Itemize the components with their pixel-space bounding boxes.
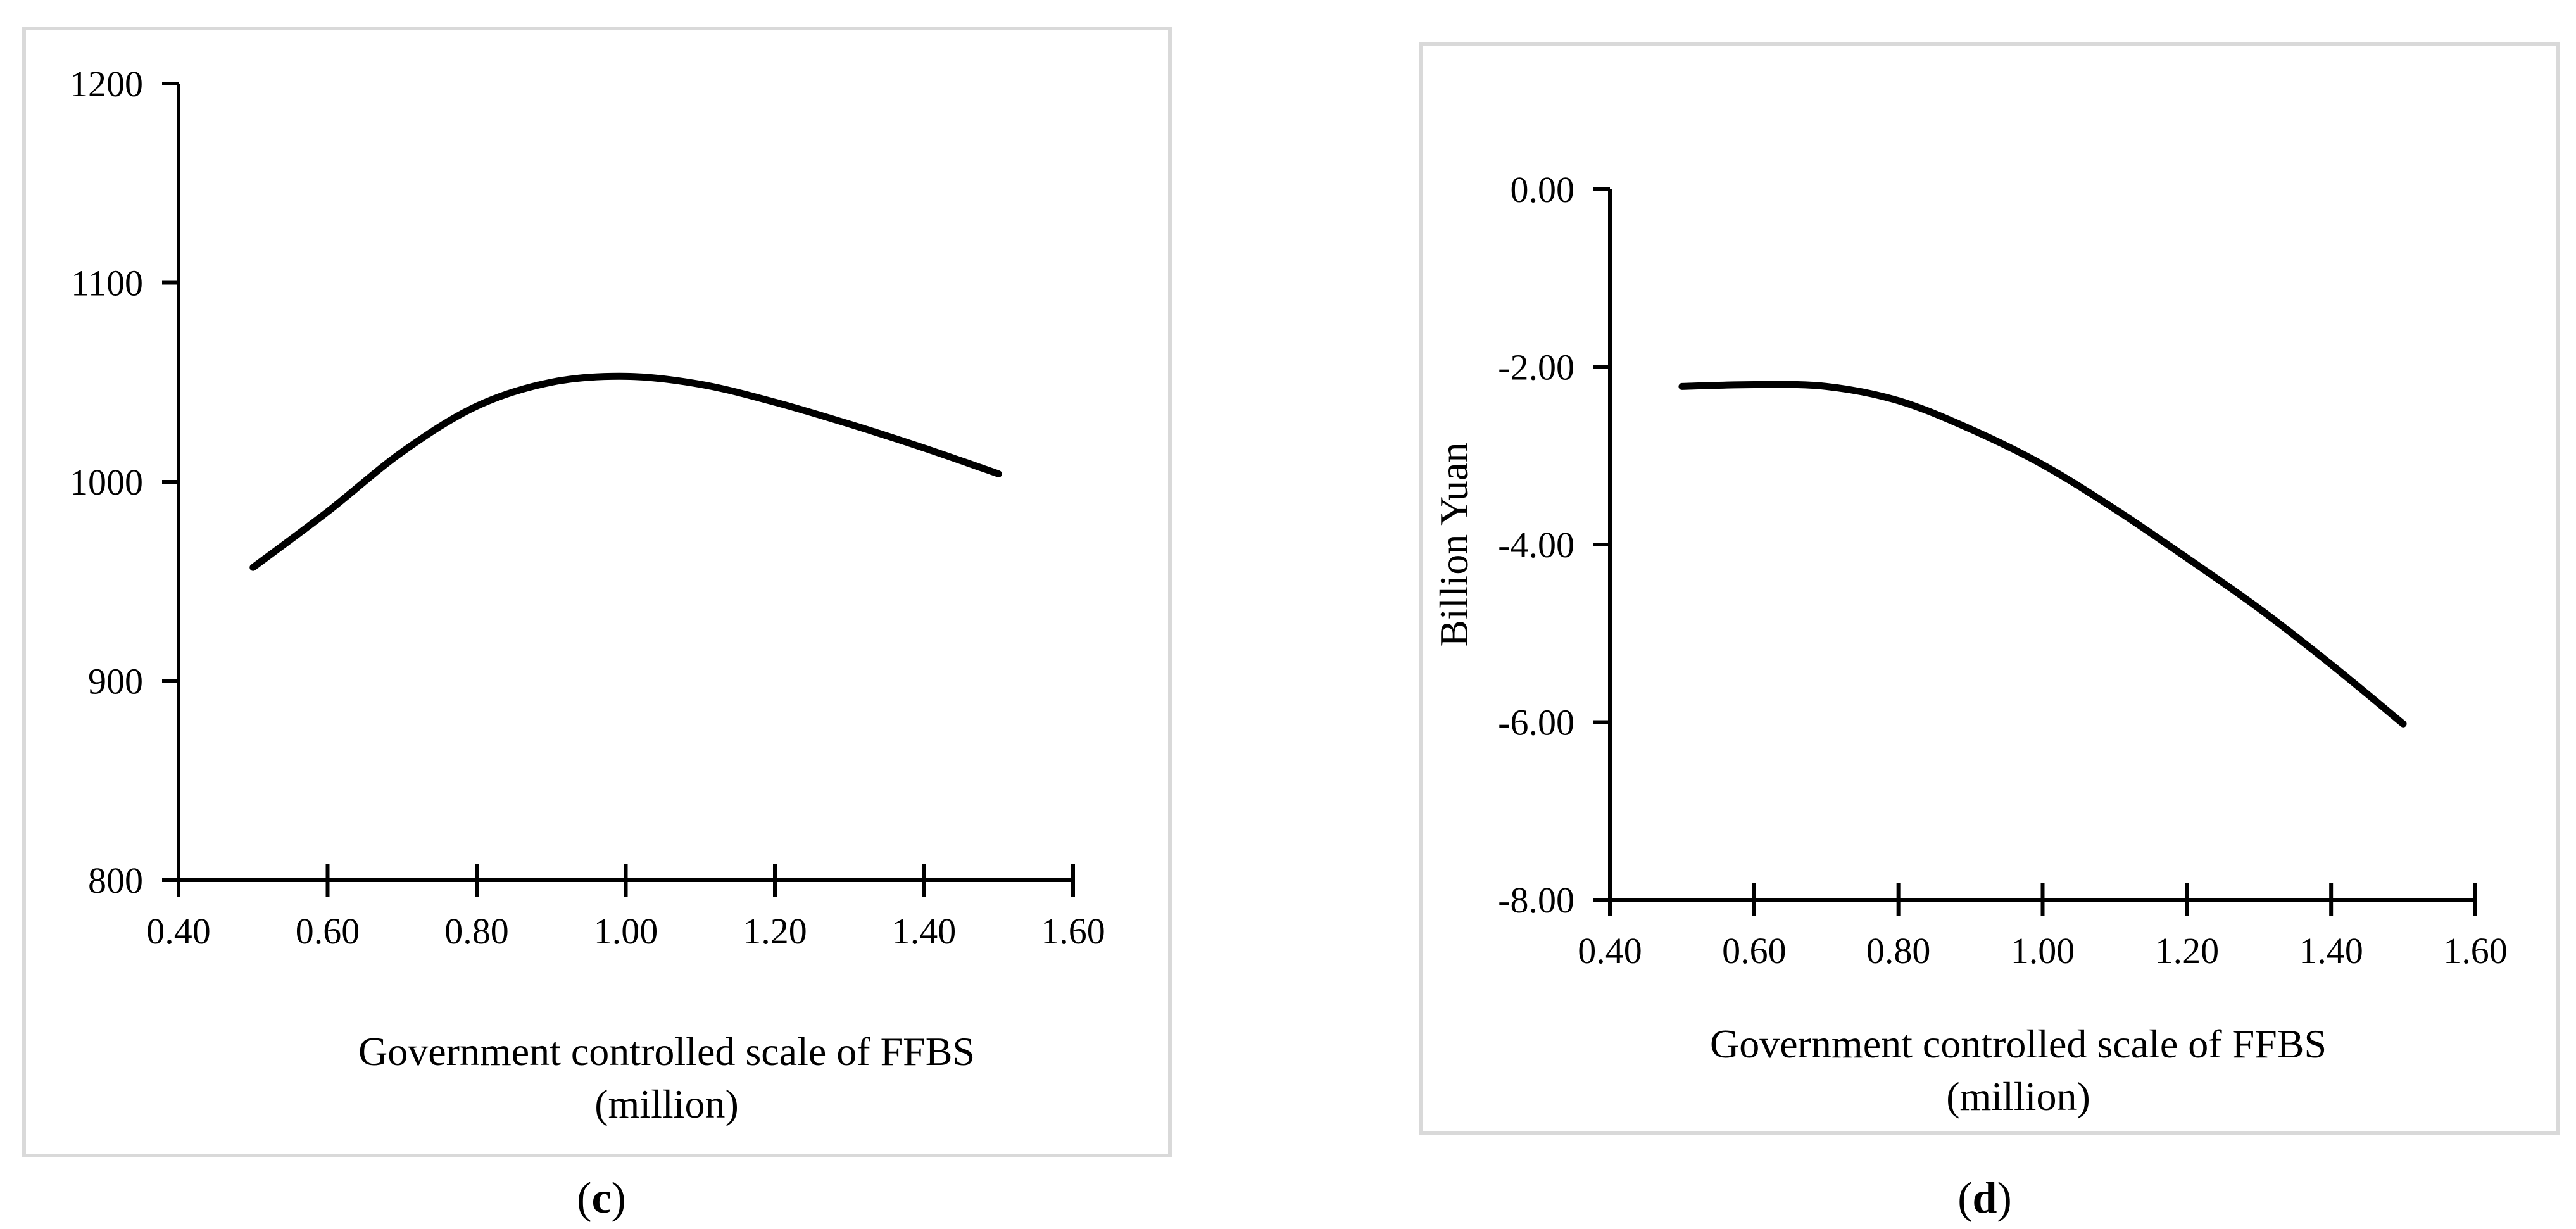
panel-d-axes	[1593, 187, 2477, 916]
panel-d-x-tick-label: 0.60	[1722, 930, 1787, 971]
panel-c-x-axis-title: Government controlled scale of FFBS	[358, 1029, 975, 1074]
panel-c-y-tick-label: 900	[88, 661, 143, 702]
panel-d-frame	[1419, 42, 2560, 1135]
panel-d-y-tick-label: -8.00	[1498, 879, 1574, 921]
panel-d-y-tick-label: -2.00	[1498, 347, 1574, 388]
panel-d-y-tick-label: -6.00	[1498, 702, 1574, 743]
panel-d-x-tick-label: 0.40	[1578, 930, 1642, 971]
panel-c-axes	[162, 82, 1075, 897]
panel-d-y-tick-label: 0.00	[1511, 169, 1575, 210]
panel-c-y-tick-label: 800	[88, 860, 143, 901]
panel-c-caption: (c)	[577, 1174, 626, 1223]
panel-c-frame	[22, 27, 1172, 1157]
panel-d-caption-close: )	[1997, 1174, 2011, 1223]
panel-d-x-axis-title-line2: (million)	[1946, 1074, 2090, 1119]
panel-d-x-axis-title: Government controlled scale of FFBS	[1710, 1021, 2327, 1066]
panel-c-y-tick-label: 1200	[70, 63, 143, 104]
panel-c-caption-letter: c	[591, 1174, 611, 1223]
panel-d-x-tick-label: 1.60	[2443, 930, 2508, 971]
panel-c-x-tick-label: 0.60	[296, 911, 360, 952]
panel-d-x-tick-label: 1.20	[2155, 930, 2220, 971]
panel-c-x-tick-label: 0.80	[444, 911, 509, 952]
panel-c: 0.40 0.60 0.80 1.00 1.20 1.40 1.60 800 900 1000 11…	[22, 27, 1172, 1223]
panel-d-tick-labels: 0.40 0.60 0.80 1.00 1.20 1.40 1.60 -8.00 -6.00 -4…	[1498, 169, 2508, 971]
panel-d-caption: (d)	[1957, 1174, 2012, 1223]
panel-c-y-tick-label: 1000	[70, 462, 143, 503]
panel-c-x-tick-label: 1.60	[1041, 911, 1105, 952]
panel-d-x-tick-label: 1.00	[2011, 930, 2075, 971]
panel-d-x-tick-label: 1.40	[2299, 930, 2363, 971]
panel-c-x-axis-title-line2: (million)	[594, 1081, 739, 1126]
panel-c-x-tick-label: 1.00	[594, 911, 658, 952]
panel-d-series	[1678, 381, 2407, 728]
panel-c-y-tick-label: 1100	[71, 263, 143, 304]
panel-d-caption-letter: d	[1973, 1174, 1997, 1223]
panel-d: 0.40 0.60 0.80 1.00 1.20 1.40 1.60 -8.00 -6.00 -4…	[1419, 42, 2560, 1223]
panel-d-y-tick-label: -4.00	[1498, 524, 1574, 565]
panel-d-x-tick-label: 0.80	[1866, 930, 1931, 971]
panel-c-caption-close: )	[612, 1174, 626, 1223]
panel-d-caption-open: (	[1957, 1174, 1972, 1223]
panel-c-series	[249, 372, 1002, 571]
panel-c-tick-labels: 0.40 0.60 0.80 1.00 1.20 1.40 1.60 800 900 1000 11…	[70, 63, 1105, 952]
panel-d-y-axis-title: Billion Yuan	[1431, 443, 1476, 647]
panel-c-x-tick-label: 1.40	[892, 911, 957, 952]
panel-c-series-line	[249, 372, 1002, 571]
panel-c-x-tick-label: 0.40	[146, 911, 211, 952]
panel-c-caption-open: (	[577, 1174, 591, 1223]
panel-c-x-tick-label: 1.20	[743, 911, 807, 952]
panel-d-series-line	[1678, 381, 2407, 728]
